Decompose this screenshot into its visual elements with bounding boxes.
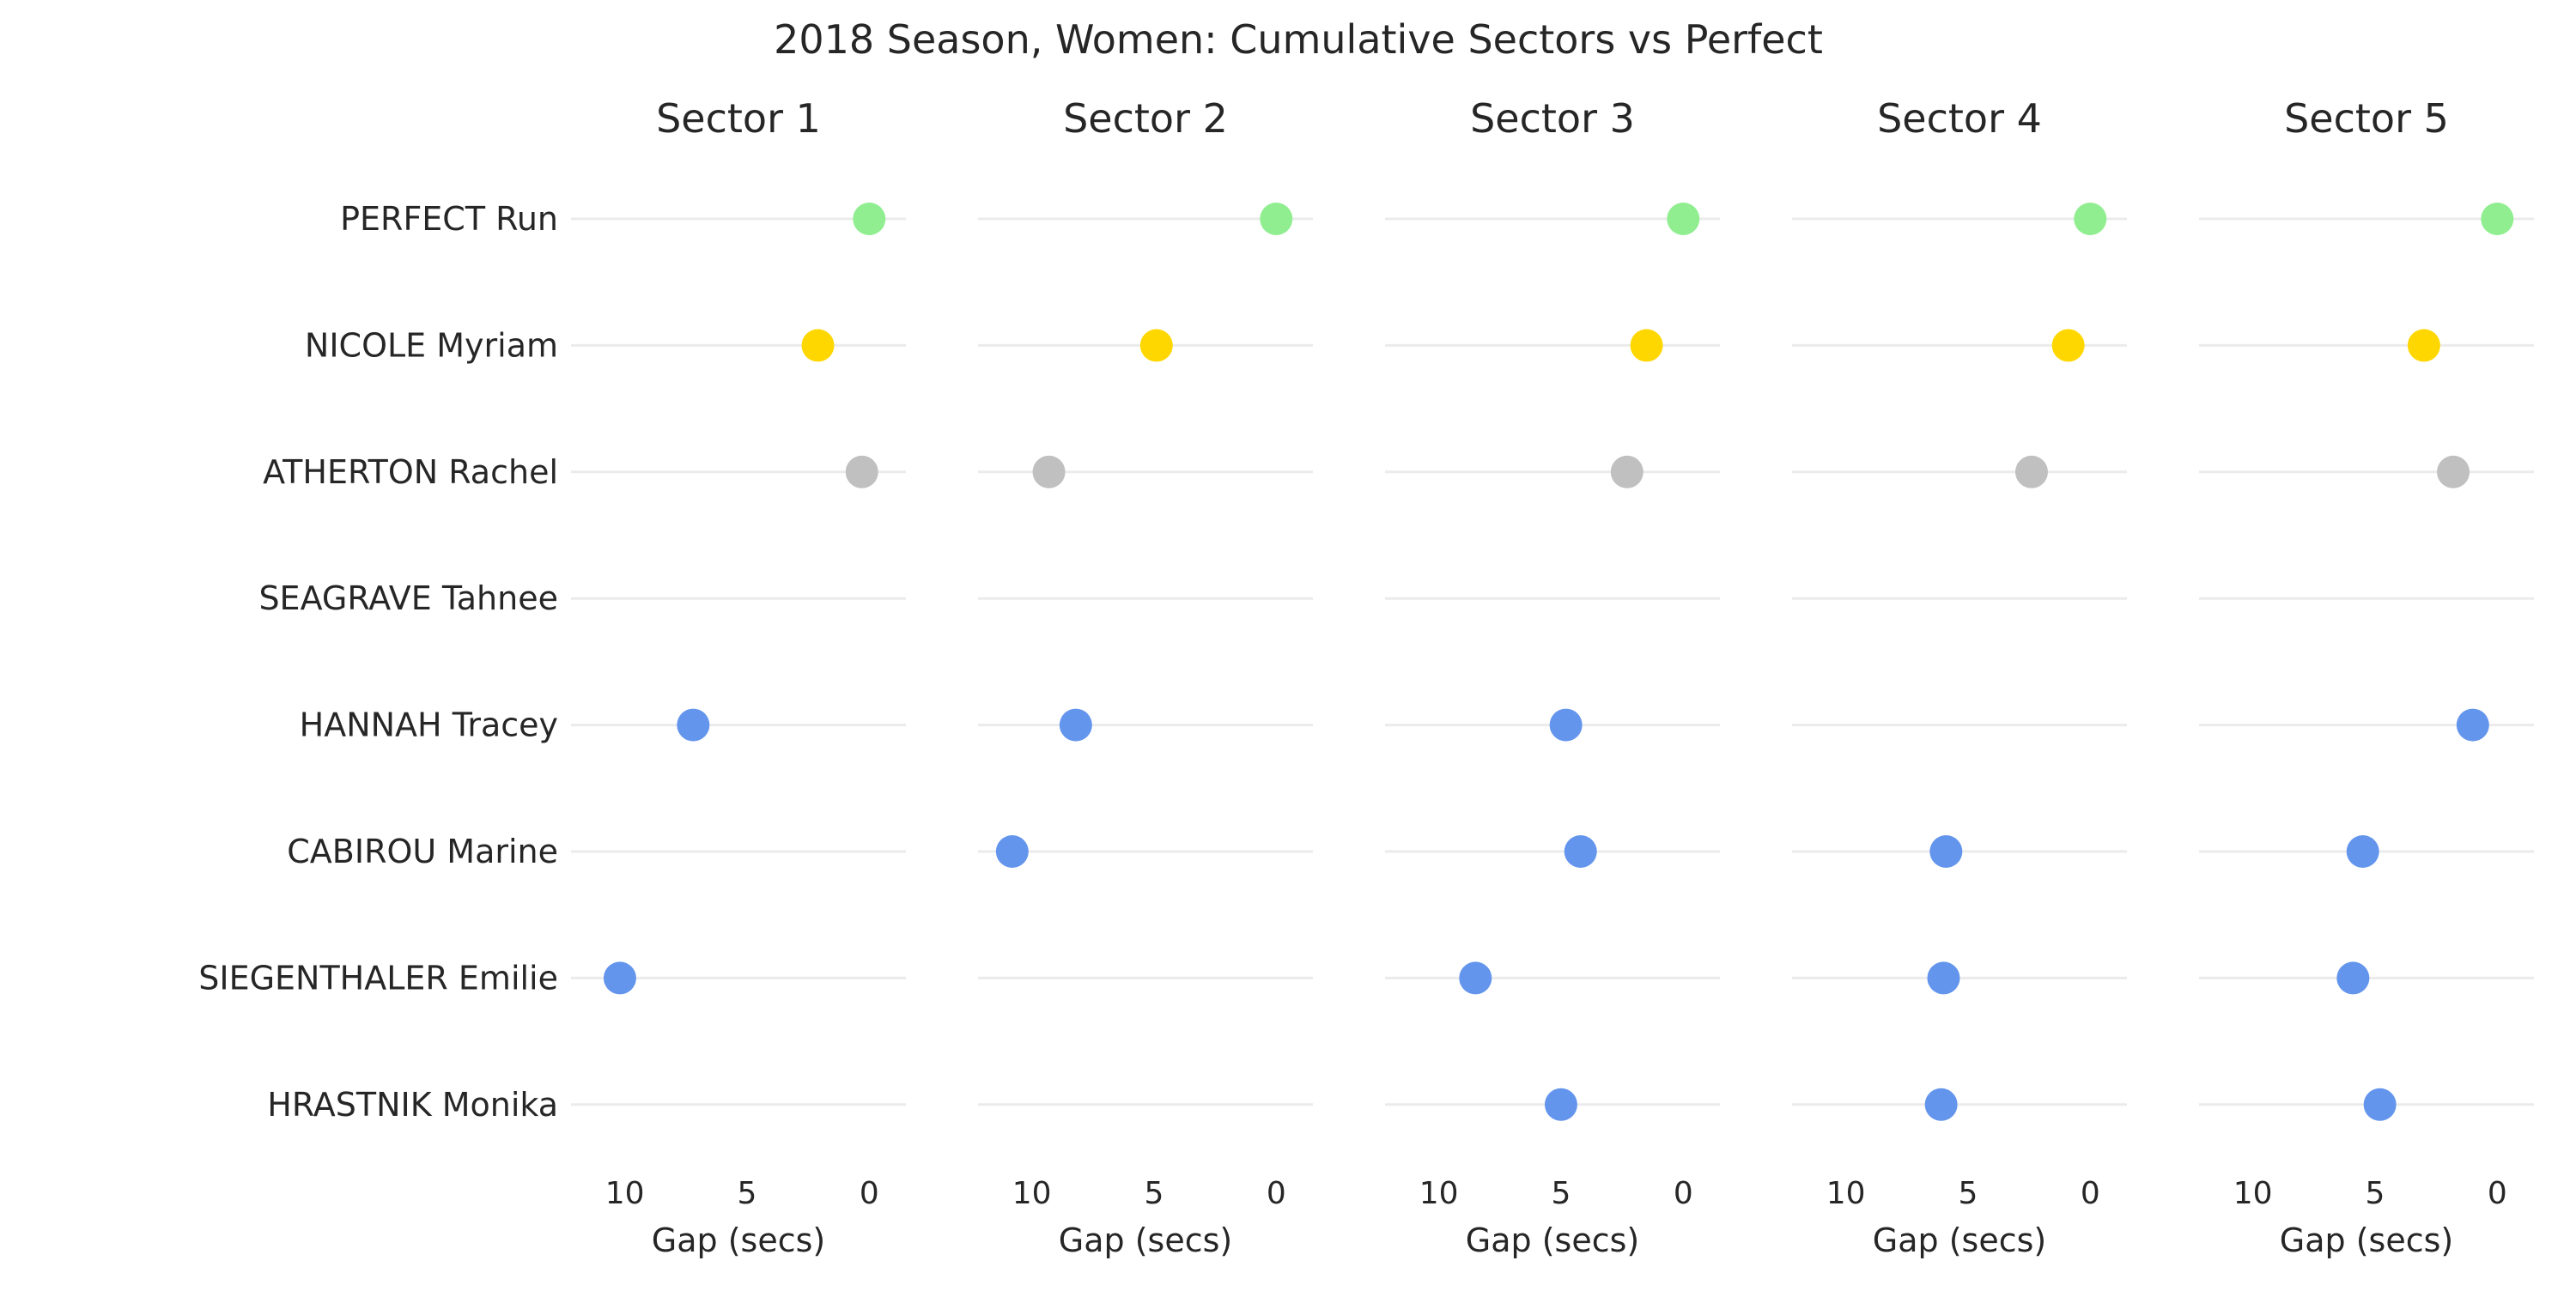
x-axis-label: Gap (secs) <box>1873 1221 2046 1259</box>
gap-point <box>1549 708 1583 742</box>
panels: Sector 1 10 5 0 Gap (secs) Sector 2 10 5 0 Gap (s… <box>571 95 2534 1259</box>
gap-point <box>2336 961 2370 995</box>
gap-point <box>801 329 835 362</box>
x-tick-label: 5 <box>1959 1176 1978 1211</box>
x-axis-label: Gap (secs) <box>2280 1221 2453 1259</box>
gap-point <box>2014 455 2048 488</box>
x-tick-label: 5 <box>1552 1176 1571 1211</box>
sector-panel: Sector 4 10 5 0 Gap (secs) <box>1792 95 2127 1259</box>
panel-title: Sector 4 <box>1877 95 2042 142</box>
gap-point <box>1924 1088 1958 1121</box>
gap-point <box>1032 455 1066 488</box>
rider-label: PERFECT Run <box>340 200 558 238</box>
x-tick-label: 5 <box>2366 1176 2385 1211</box>
gap-point <box>2437 455 2470 488</box>
panel-title: Sector 5 <box>2284 95 2449 142</box>
gap-point <box>853 203 886 235</box>
sector-panel: Sector 3 10 5 0 Gap (secs) <box>1385 95 1720 1259</box>
chart-title: 2018 Season, Women: Cumulative Sectors v… <box>774 16 1823 63</box>
x-tick-label: 0 <box>1674 1176 1693 1211</box>
gap-point <box>2456 708 2489 742</box>
gap-point <box>677 708 710 742</box>
x-tick-label: 10 <box>605 1176 645 1211</box>
sector-panel: Sector 5 10 5 0 Gap (secs) <box>2199 95 2534 1259</box>
x-axis-label: Gap (secs) <box>1059 1221 1232 1259</box>
sector-panel: Sector 2 10 5 0 Gap (secs) <box>978 95 1313 1259</box>
row-labels: PERFECT Run NICOLE Myriam ATHERTON Rachel S… <box>198 200 558 1124</box>
rider-label: NICOLE Myriam <box>305 326 558 364</box>
rider-label: HRASTNIK Monika <box>267 1086 558 1124</box>
rider-label: HANNAH Tracey <box>300 706 558 744</box>
x-tick-label: 10 <box>1012 1176 1052 1211</box>
rider-label: SEAGRAVE Tahnee <box>258 579 558 617</box>
x-axis-label: Gap (secs) <box>1466 1221 1639 1259</box>
gap-point <box>1564 835 1597 868</box>
gap-point <box>603 961 636 995</box>
gap-point <box>1927 961 1960 995</box>
sector-panel: Sector 1 10 5 0 Gap (secs) <box>571 95 906 1259</box>
gap-point <box>2051 329 2085 362</box>
x-tick-label: 5 <box>738 1176 757 1211</box>
gap-point <box>845 455 878 488</box>
panel-title: Sector 2 <box>1063 95 1228 142</box>
x-tick-label: 10 <box>1826 1176 1866 1211</box>
gap-point <box>1610 455 1643 488</box>
rider-label: ATHERTON Rachel <box>263 453 558 491</box>
gap-point <box>2074 203 2107 235</box>
gap-point <box>1929 835 1963 868</box>
gap-point <box>1667 203 1700 235</box>
gap-point <box>2346 835 2379 868</box>
x-tick-label: 0 <box>2081 1176 2100 1211</box>
gap-point <box>1544 1088 1577 1121</box>
x-axis-label: Gap (secs) <box>652 1221 825 1259</box>
x-tick-label: 0 <box>2488 1176 2507 1211</box>
x-tick-label: 0 <box>1267 1176 1286 1211</box>
gap-point <box>1139 329 1173 362</box>
gap-point <box>2363 1088 2397 1121</box>
x-tick-label: 5 <box>1145 1176 1164 1211</box>
gap-point <box>995 835 1029 868</box>
gap-point <box>1630 329 1663 362</box>
gap-point <box>2481 203 2514 235</box>
gap-point <box>1260 203 1293 235</box>
gap-point <box>2407 329 2440 362</box>
gap-point <box>1459 961 1492 995</box>
x-tick-label: 10 <box>1419 1176 1459 1211</box>
gap-point <box>1059 708 1092 742</box>
rider-label: CABIROU Marine <box>287 833 558 870</box>
x-tick-label: 0 <box>860 1176 879 1211</box>
panel-title: Sector 1 <box>656 95 821 142</box>
rider-label: SIEGENTHALER Emilie <box>198 959 558 997</box>
x-tick-label: 10 <box>2233 1176 2273 1211</box>
panel-title: Sector 3 <box>1470 95 1635 142</box>
